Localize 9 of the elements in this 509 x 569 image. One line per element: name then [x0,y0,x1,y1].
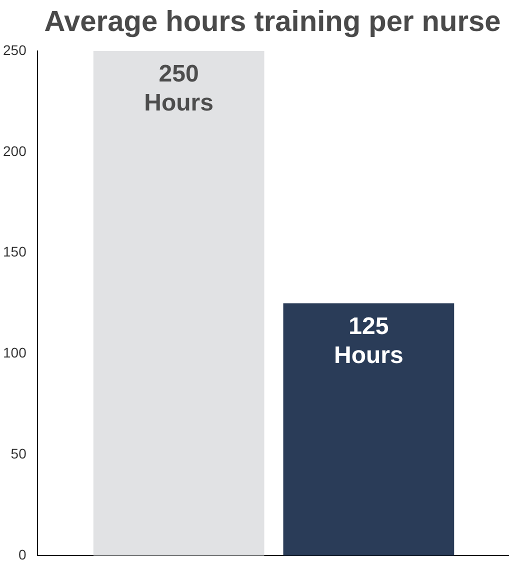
y-tick-label: 50 [10,446,27,462]
y-tick-label: 250 [3,42,27,58]
y-tick-label: 200 [3,142,27,159]
chart-title: Average hours training per nurse [43,6,502,39]
y-tick-label: 100 [3,344,27,361]
data-label: 250 Hours [144,60,214,117]
y-tick-label: 0 [18,546,27,562]
y-tick-label: 150 [3,244,27,260]
data-label: 125 Hours [334,312,404,369]
